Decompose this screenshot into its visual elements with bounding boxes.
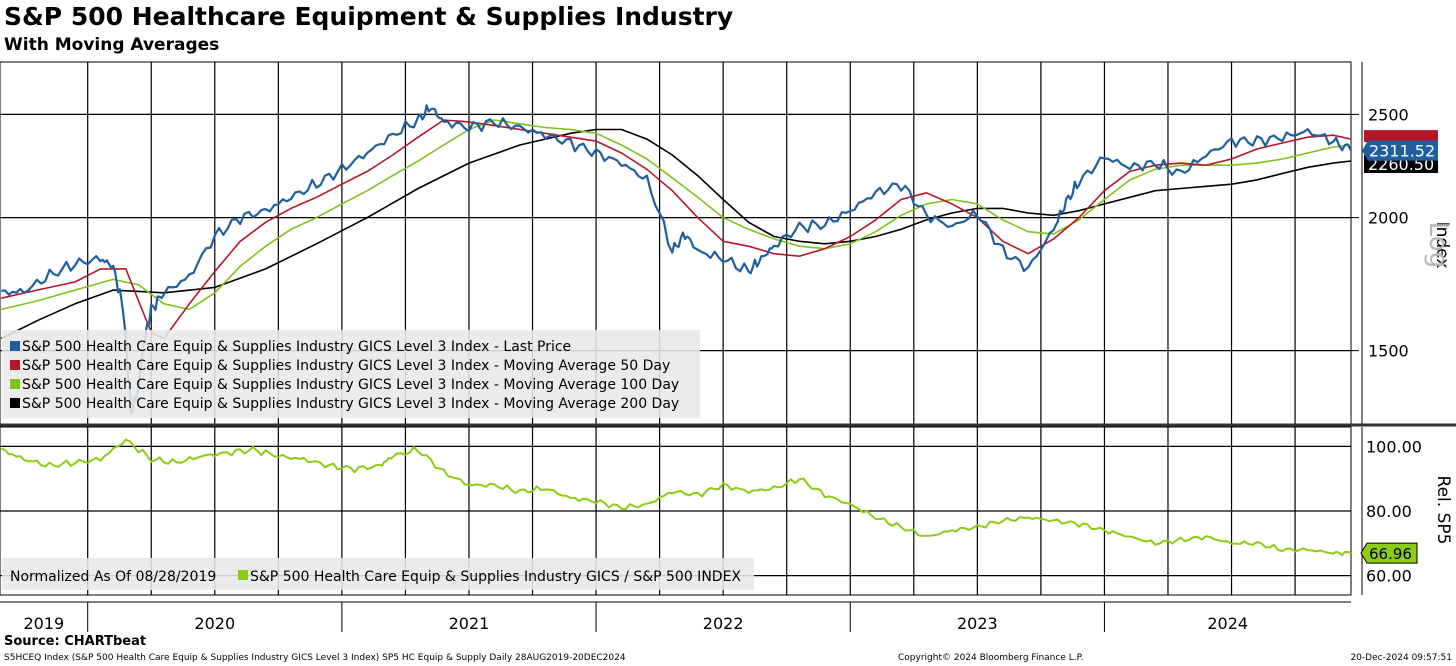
relative-last-background [1360, 542, 1418, 564]
legend-swatch-ma100 [10, 379, 20, 389]
price-axis: 1500 2000 2500 [1351, 62, 1409, 424]
legend-label-relative: S&P 500 Health Care Equip & Supplies Ind… [250, 569, 741, 585]
legend-swatch-ma200 [10, 398, 20, 408]
series-line-last_price [1, 104, 1352, 415]
price-y-tick-label: 1500 [1368, 342, 1409, 361]
legend-label-ma200: S&P 500 Health Care Equip & Supplies Ind… [22, 396, 679, 412]
relative-legend-background [2, 558, 754, 590]
chart-title: S&P 500 Healthcare Equipment & Supplies … [4, 2, 734, 31]
x-axis: 2019 2020 2021 2022 2023 2024 [0, 601, 1351, 633]
series-line-relative [0, 438, 1352, 557]
ma50-last-marker [1364, 130, 1438, 143]
last-price-label: 2311.52 [1362, 140, 1438, 161]
relative-y-tick-label: 60.00 [1366, 567, 1412, 586]
relative-y-tick-label: 80.00 [1366, 502, 1412, 521]
last-price-value: 2311.52 [1369, 142, 1435, 161]
relative-axis: 60.00 80.00 100.00 [1361, 427, 1422, 595]
relative-last-value: 66.96 [1369, 545, 1412, 563]
series-line-ma100 [1, 119, 1352, 311]
legend-swatch-last_price [10, 341, 20, 351]
price-series [0, 104, 1352, 415]
relative-ylabel: Rel. SP5 [1433, 476, 1453, 545]
footer-timestamp: 20-Dec-2024 09:57:51 [1350, 653, 1452, 663]
legend-swatch-relative [238, 570, 248, 580]
price-panel: 1500 2000 2500 S&P 500 Health Care Equip &… [0, 61, 1453, 425]
legend-label-ma100: S&P 500 Health Care Equip & Supplies Ind… [22, 377, 679, 393]
footer-copyright: Copyright© 2024 Bloomberg Finance L.P. [898, 653, 1084, 663]
x-tick-label: 2021 [449, 614, 490, 633]
price-y-tick-label: 2500 [1368, 105, 1409, 124]
relative-y-tick-label: 100.00 [1366, 437, 1422, 456]
legend-swatch-ma50 [10, 360, 20, 370]
series-line-ma200 [0, 128, 1352, 340]
x-tick-label: 2022 [703, 614, 744, 633]
footer-description: S5HCEQ Index (S&P 500 Health Care Equip … [4, 653, 626, 663]
legend-label-ma50: S&P 500 Health Care Equip & Supplies Ind… [22, 358, 670, 374]
price-y-tick-label: 2000 [1368, 209, 1409, 228]
relative-series [0, 438, 1352, 557]
price-ylabel: Index [1432, 222, 1452, 269]
log-scale-label: Log [1423, 222, 1453, 268]
price-legend: S&P 500 Health Care Equip & Supplies Ind… [2, 330, 700, 418]
legend-label-last_price: S&P 500 Health Care Equip & Supplies Ind… [22, 339, 571, 355]
source-label: Source: CHARTbeat [4, 634, 147, 649]
relative-panel: 60.00 80.00 100.00 Normalized As Of 08/28/… [0, 426, 1453, 596]
x-tick-label: 2020 [194, 614, 235, 633]
x-tick-label: 2024 [1207, 614, 1248, 633]
legend-background [2, 330, 700, 418]
series-line-ma50 [1, 119, 1352, 340]
relative-last-value: 66.96 [1360, 542, 1418, 564]
relative-legend: Normalized As Of 08/28/2019 S&P 500 Heal… [2, 558, 754, 590]
chart-subtitle: With Moving Averages [4, 35, 220, 55]
normalized-note: Normalized As Of 08/28/2019 [10, 569, 216, 585]
last-price-background [1362, 140, 1438, 161]
x-tick-label: 2019 [23, 614, 64, 633]
relative-last-label: 66.96 [1360, 542, 1418, 564]
x-tick-label: 2023 [957, 614, 998, 633]
